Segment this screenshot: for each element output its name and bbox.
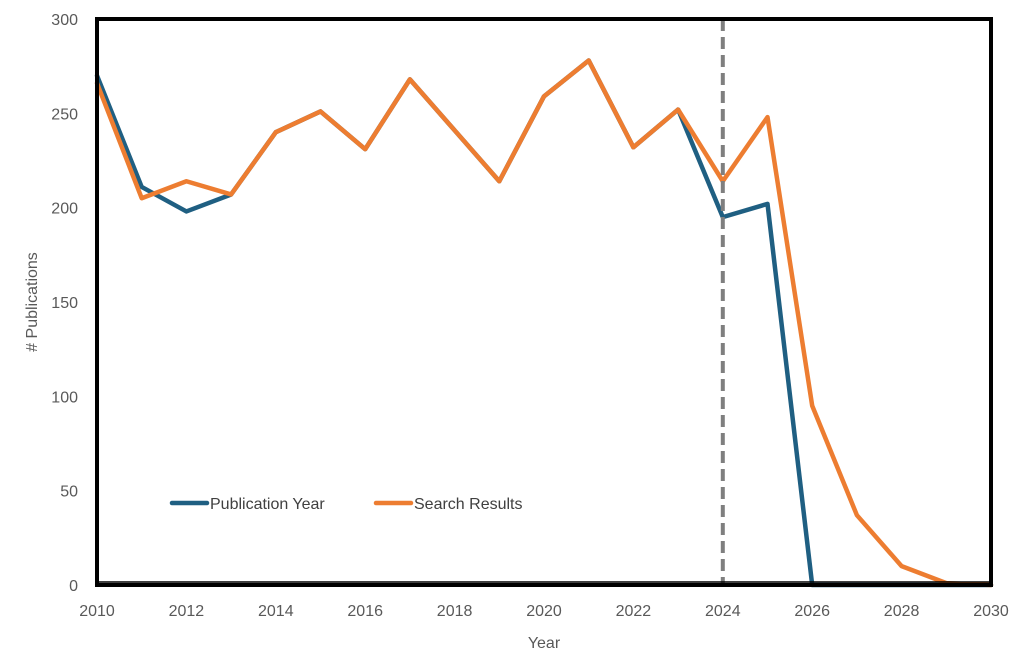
x-axis-ticks: 2010 2012 2014 2016 2018 2020 2022 2024 2026 2028… [79, 603, 1009, 620]
x-tick-label: 2020 [526, 603, 562, 620]
y-tick-label: 200 [51, 201, 78, 218]
y-tick-label: 150 [51, 295, 78, 312]
x-tick-label: 2026 [794, 603, 830, 620]
legend: Publication Year Search Results [169, 496, 523, 513]
y-tick-label: 250 [51, 106, 78, 123]
series-line-search-results [94, 58, 994, 588]
y-tick-label: 100 [51, 389, 78, 406]
x-tick-label: 2012 [169, 603, 205, 620]
x-tick-label: 2030 [973, 603, 1009, 620]
x-tick-label: 2028 [884, 603, 920, 620]
plot-frame [95, 17, 993, 587]
y-tick-label: 0 [69, 578, 78, 595]
x-tick-label: 2024 [705, 603, 741, 620]
x-tick-label: 2018 [437, 603, 473, 620]
x-tick-label: 2010 [79, 603, 115, 620]
y-tick-label: 300 [51, 12, 78, 29]
y-axis-ticks: 0 50 100 150 200 250 300 [51, 12, 78, 595]
x-tick-label: 2016 [347, 603, 383, 620]
y-axis-title: # Publications [24, 252, 41, 352]
x-axis-title: Year [528, 635, 561, 652]
y-tick-label: 50 [60, 484, 78, 501]
legend-label: Search Results [414, 496, 523, 513]
legend-label: Publication Year [210, 496, 325, 513]
x-tick-label: 2014 [258, 603, 294, 620]
x-tick-label: 2022 [616, 603, 652, 620]
